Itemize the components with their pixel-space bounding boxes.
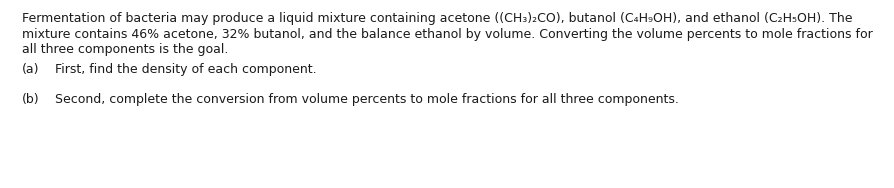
- Text: First, find the density of each component.: First, find the density of each componen…: [55, 63, 316, 76]
- Text: (b): (b): [22, 93, 39, 106]
- Text: Second, complete the conversion from volume percents to mole fractions for all t: Second, complete the conversion from vol…: [55, 93, 679, 106]
- Text: Fermentation of bacteria may produce a liquid mixture containing acetone ((CH₃)₂: Fermentation of bacteria may produce a l…: [22, 12, 853, 25]
- Text: (a): (a): [22, 63, 39, 76]
- Text: all three components is the goal.: all three components is the goal.: [22, 43, 228, 56]
- Text: mixture contains 46% acetone, 32% butanol, and the balance ethanol by volume. Co: mixture contains 46% acetone, 32% butano…: [22, 27, 873, 40]
